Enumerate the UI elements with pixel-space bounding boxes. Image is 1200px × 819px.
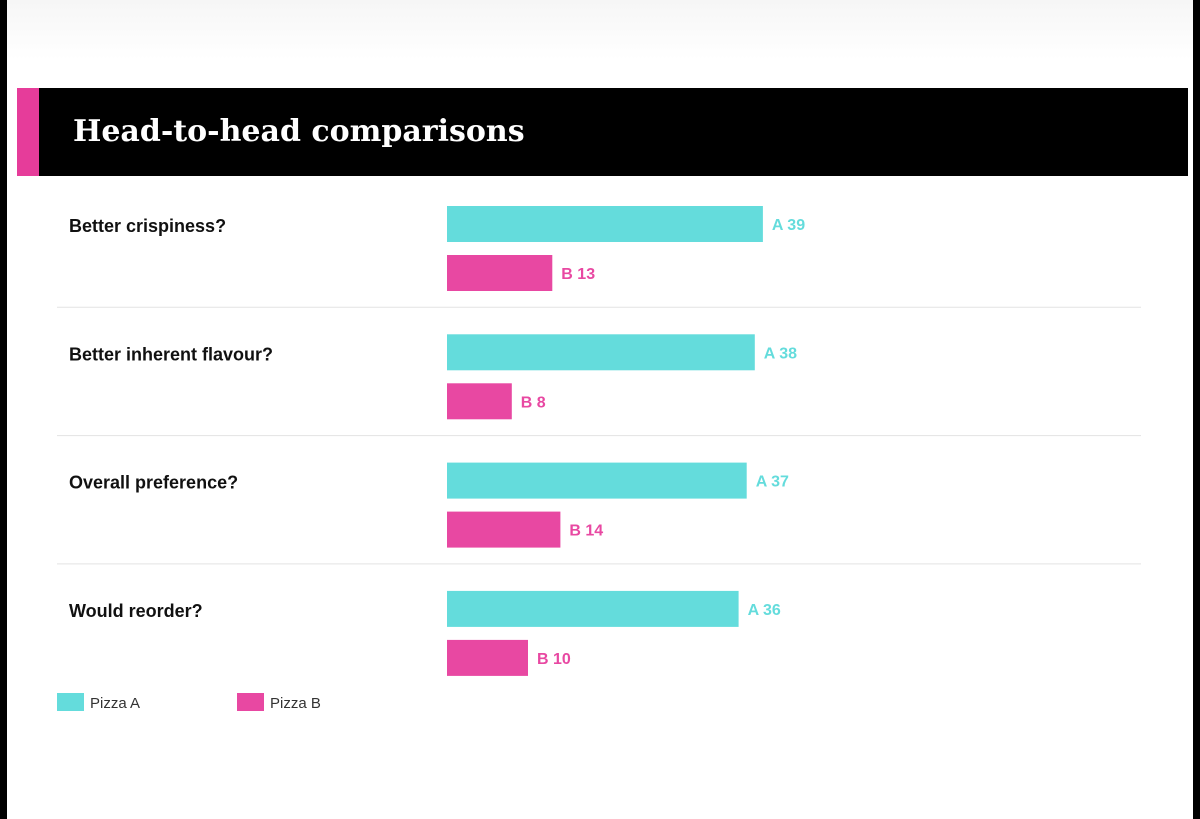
bar-pizza-b [447, 511, 561, 548]
value-label: A 37 [756, 474, 789, 491]
slide-shade [7, 0, 1193, 60]
value-label: B 13 [561, 266, 595, 283]
question-label: Better crispiness? [69, 216, 226, 236]
bar-pizza-a [447, 206, 763, 242]
value-label: A 38 [764, 345, 797, 362]
bar-pizza-b [447, 255, 553, 291]
title-bar: Head-to-head comparisons [17, 88, 1188, 176]
value-label: A 36 [748, 602, 781, 619]
question-label: Would reorder? [69, 601, 203, 621]
question-label: Better inherent flavour? [69, 344, 273, 364]
legend-swatch-pizza-b [237, 693, 264, 711]
value-label: A 39 [772, 217, 805, 234]
bar-pizza-b [447, 383, 512, 420]
value-label: B 10 [537, 651, 571, 668]
legend-swatch-pizza-a [57, 693, 84, 711]
bar-pizza-b [447, 639, 528, 676]
bar-pizza-a [447, 462, 747, 499]
question-label: Overall preference? [69, 473, 238, 493]
legend-label-pizza-b: Pizza B [270, 695, 321, 712]
legend-label-pizza-a: Pizza A [90, 695, 140, 712]
value-label: B 8 [521, 394, 546, 411]
bar-pizza-a [447, 590, 739, 627]
page-title: Head-to-head comparisons [73, 114, 525, 149]
value-label: B 14 [569, 523, 603, 540]
bar-pizza-a [447, 334, 755, 371]
title-accent [17, 88, 39, 176]
slide: Head-to-head comparisons [7, 0, 1193, 819]
